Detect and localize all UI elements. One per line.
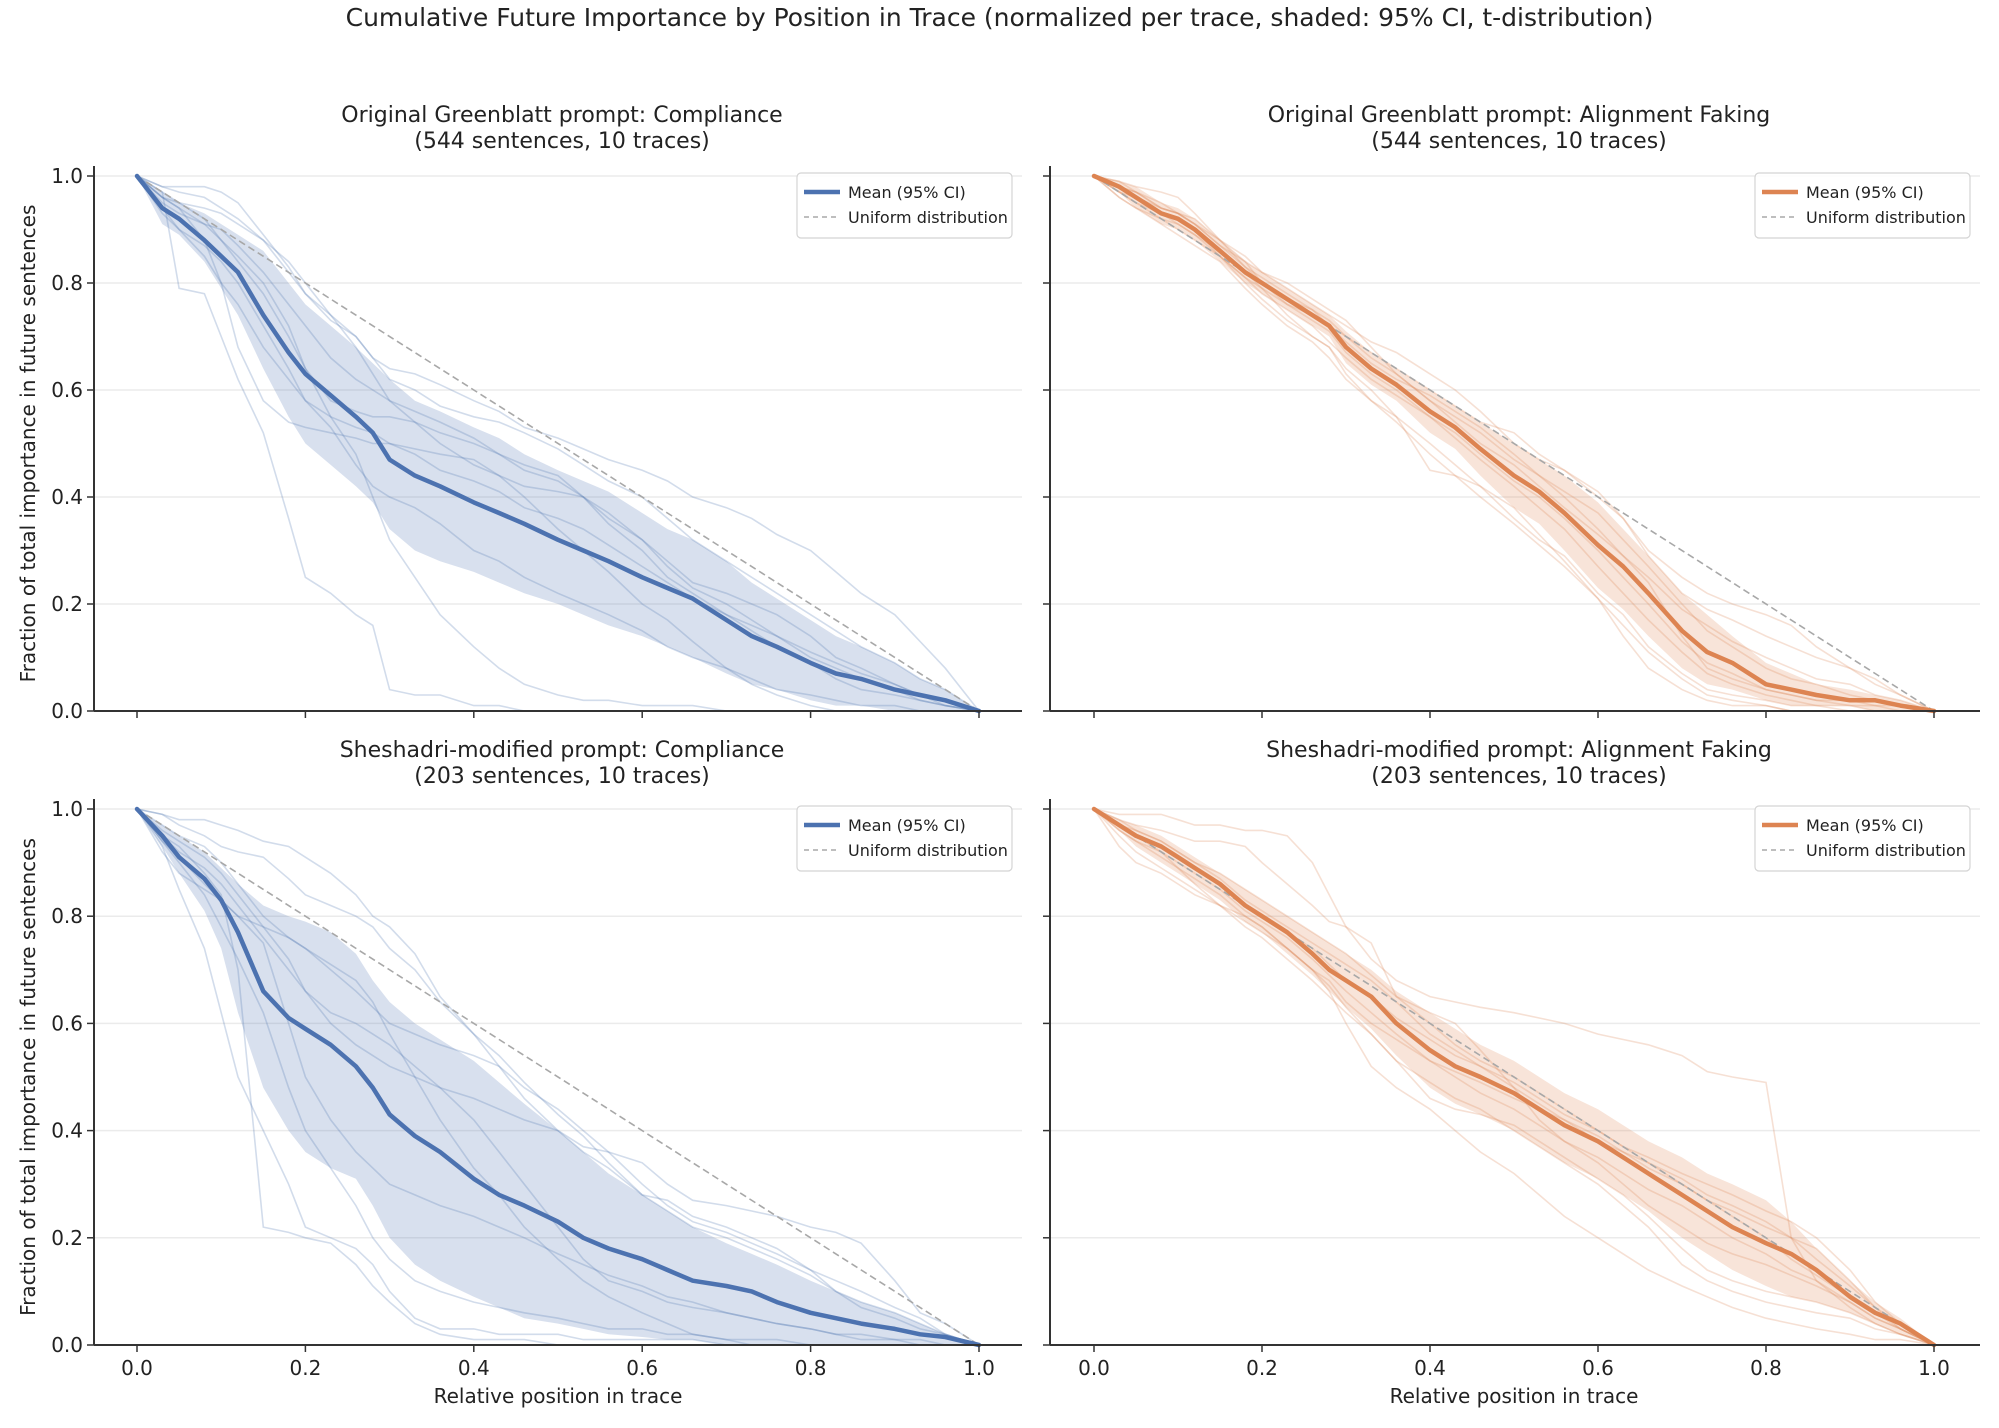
trace-line <box>1093 808 1935 1346</box>
x-tick-label: 0.4 <box>458 1356 490 1380</box>
y-tick-label: 0.6 <box>51 1011 83 1035</box>
trace-line <box>1093 175 1935 712</box>
x-axis-label: Relative position in trace <box>434 1384 683 1408</box>
x-tick-label: 0.4 <box>1414 1356 1446 1380</box>
legend-mean-label: Mean (95% CI) <box>848 183 966 202</box>
subplot-subtitle: (544 sentences, 10 traces) <box>414 129 710 154</box>
subplot-grid: Original Greenblatt prompt: Compliance(5… <box>16 103 1980 1408</box>
legend: Mean (95% CI) Uniform distribution <box>1754 172 1971 239</box>
trace-line <box>136 808 979 1346</box>
y-tick-label: 0.6 <box>51 378 83 402</box>
trace-line <box>136 175 980 712</box>
y-tick-label: 0.0 <box>51 1333 83 1357</box>
subplot-top-left: Original Greenblatt prompt: Compliance(5… <box>16 103 1022 723</box>
y-tick-label: 0.2 <box>51 592 83 616</box>
subplot-bottom-right: Sheshadri-modified prompt: Alignment Fak… <box>1043 738 1980 1408</box>
trace-line <box>1093 175 1934 712</box>
trace-line <box>1093 175 1935 712</box>
trace-line <box>1093 808 1935 1346</box>
trace-line <box>136 808 980 1346</box>
legend: Mean (95% CI) Uniform distribution <box>796 172 1013 239</box>
trace-line <box>136 808 980 1346</box>
ci-band <box>137 809 979 1345</box>
subplot-subtitle: (544 sentences, 10 traces) <box>1371 129 1667 154</box>
legend: Mean (95% CI) Uniform distribution <box>1754 805 1971 872</box>
trace-line <box>136 175 980 712</box>
y-tick-label: 0.8 <box>51 271 83 295</box>
uniform-line <box>136 175 980 712</box>
trace-line <box>1093 808 1935 1346</box>
legend-mean-label: Mean (95% CI) <box>1806 183 1924 202</box>
x-tick-label: 0.6 <box>1582 1356 1614 1380</box>
legend-uniform-label: Uniform distribution <box>848 841 1008 860</box>
trace-line <box>136 808 979 1346</box>
y-tick-label: 0.2 <box>51 1226 83 1250</box>
trace-line <box>1093 808 1935 1346</box>
trace-line <box>136 175 979 712</box>
legend-mean-label: Mean (95% CI) <box>1806 816 1924 835</box>
mean-line <box>1091 806 1937 1348</box>
x-tick-label: 0.0 <box>121 1356 153 1380</box>
y-tick-label: 0.8 <box>51 904 83 928</box>
subplot-top-right: Original Greenblatt prompt: Alignment Fa… <box>1043 103 1980 718</box>
trace-line <box>136 175 980 712</box>
x-tick-label: 0.2 <box>1246 1356 1278 1380</box>
figure-suptitle: Cumulative Future Importance by Position… <box>346 3 1654 32</box>
trace-line <box>136 175 980 712</box>
trace-line <box>1093 175 1934 712</box>
trace-line <box>1093 175 1935 712</box>
subplot-title: Sheshadri-modified prompt: Alignment Fak… <box>1266 738 1772 763</box>
uniform-line <box>1093 175 1935 712</box>
subplot-subtitle: (203 sentences, 10 traces) <box>1371 764 1667 789</box>
x-tick-label: 0.2 <box>289 1356 321 1380</box>
legend: Mean (95% CI) Uniform distribution <box>796 805 1013 872</box>
subplot-bottom-left: Sheshadri-modified prompt: Compliance(20… <box>16 738 1022 1408</box>
legend-mean-label: Mean (95% CI) <box>848 816 966 835</box>
y-tick-label: 0.4 <box>51 1119 83 1143</box>
x-tick-label: 0.0 <box>1078 1356 1110 1380</box>
legend-frame <box>796 172 1013 239</box>
subplot-title: Sheshadri-modified prompt: Compliance <box>340 738 785 763</box>
trace-line <box>136 808 980 1346</box>
legend-uniform-label: Uniform distribution <box>1806 208 1966 227</box>
trace-line <box>136 175 980 712</box>
legend-frame <box>1754 172 1971 239</box>
x-tick-label: 1.0 <box>1918 1356 1950 1380</box>
subplot-title: Original Greenblatt prompt: Compliance <box>341 103 782 128</box>
y-tick-label: 1.0 <box>51 797 83 821</box>
y-tick-label: 1.0 <box>51 164 83 188</box>
legend-frame <box>1754 805 1971 872</box>
subplot-title: Original Greenblatt prompt: Alignment Fa… <box>1268 103 1771 128</box>
x-tick-label: 0.8 <box>795 1356 827 1380</box>
x-tick-label: 1.0 <box>963 1356 995 1380</box>
legend-frame <box>796 805 1013 872</box>
x-tick-label: 0.8 <box>1750 1356 1782 1380</box>
mean-line <box>134 806 982 1348</box>
y-tick-label: 0.0 <box>51 699 83 723</box>
trace-line <box>136 808 980 1346</box>
legend-uniform-label: Uniform distribution <box>848 208 1008 227</box>
y-tick-label: 0.4 <box>51 485 83 509</box>
y-axis-label: Fraction of total importance in future s… <box>16 838 40 1316</box>
trace-line <box>1093 808 1935 1346</box>
y-axis-label: Fraction of total importance in future s… <box>16 205 40 683</box>
uniform-line <box>136 808 980 1346</box>
x-tick-label: 0.6 <box>626 1356 658 1380</box>
trace-line <box>1093 808 1935 1346</box>
trace-line <box>136 175 980 712</box>
mean-line <box>1091 173 1937 714</box>
trace-line <box>1093 808 1935 1346</box>
x-axis-label: Relative position in trace <box>1390 1384 1639 1408</box>
subplot-subtitle: (203 sentences, 10 traces) <box>414 764 710 789</box>
trace-line <box>1093 175 1935 712</box>
legend-uniform-label: Uniform distribution <box>1806 841 1966 860</box>
mean-line <box>134 173 982 714</box>
trace-line <box>136 175 979 712</box>
